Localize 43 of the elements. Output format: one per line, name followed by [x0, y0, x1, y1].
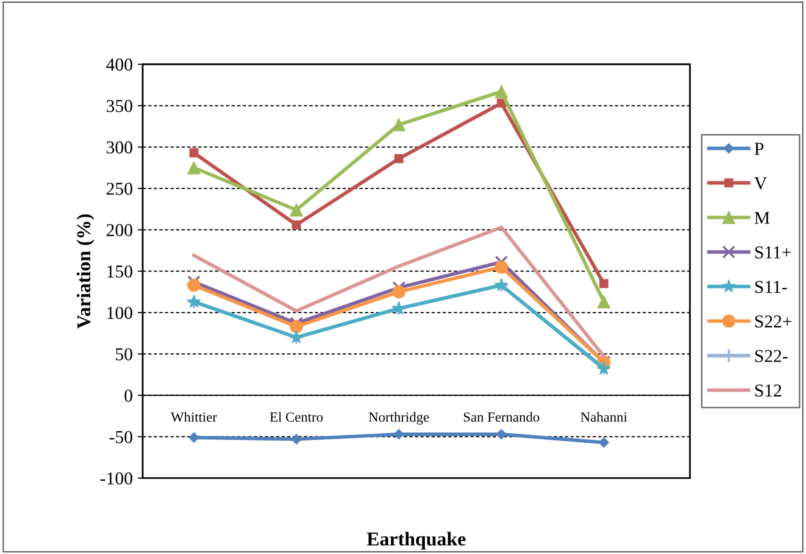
point: [494, 84, 508, 98]
x-tick-label: Northridge: [368, 412, 429, 425]
y-tick-label: 250: [106, 182, 132, 195]
y-tick-label: 0: [124, 390, 132, 402]
x-tick-label: El Centro: [270, 412, 323, 422]
point: [187, 278, 201, 292]
y-tick-label: -50: [110, 430, 132, 444]
point: [292, 220, 301, 230]
y-tick-label: 100: [107, 306, 132, 320]
legend-label: M: [754, 212, 770, 224]
legend-label: V: [754, 177, 767, 190]
legend-label: S11+: [755, 246, 791, 258]
y-tick-label: 200: [106, 224, 132, 236]
point: [188, 432, 200, 443]
legend-label: S12: [755, 384, 782, 397]
legend-label: P: [754, 142, 764, 155]
point: [290, 320, 303, 334]
point: [392, 118, 406, 132]
y-tick-label: 50: [116, 348, 132, 360]
point: [496, 428, 507, 440]
point: [291, 434, 302, 444]
x-tick-label: San Fernando: [464, 412, 540, 422]
legend-label: S11-: [755, 280, 787, 294]
point: [290, 203, 303, 217]
point: [189, 148, 198, 158]
point: [394, 154, 404, 164]
legend-label: S22-: [755, 350, 788, 362]
y-tick-label: 150: [107, 265, 132, 278]
point: [599, 279, 608, 288]
x-tick-label: Nahanni: [580, 412, 628, 422]
legend-label: S22+: [755, 315, 792, 328]
point: [392, 285, 406, 298]
y-tick-label: 400: [106, 58, 132, 71]
x-axis-title: Earthquake: [366, 532, 466, 550]
y-tick-label: -100: [100, 472, 132, 485]
point: [494, 260, 508, 274]
y-tick-label: 300: [106, 141, 132, 154]
x-tick-label: Whittier: [170, 412, 217, 422]
point: [187, 161, 201, 174]
point: [598, 437, 610, 448]
point: [597, 295, 610, 308]
y-tick-label: 350: [106, 100, 132, 112]
y-axis-title: Variation (%): [76, 214, 94, 329]
